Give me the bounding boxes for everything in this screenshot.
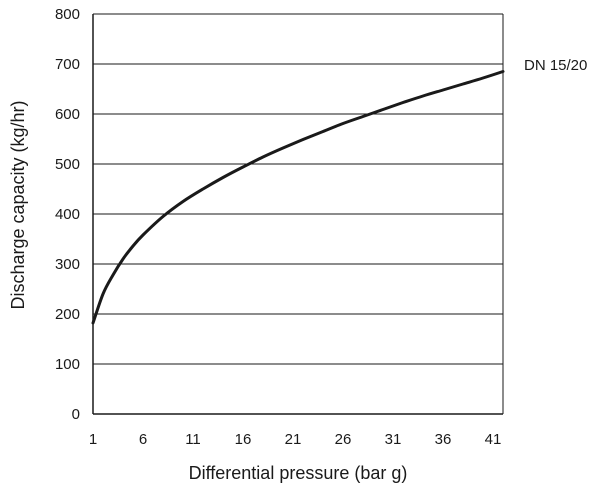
y-tick-label: 300 (55, 256, 80, 273)
series-label-dn-15-20: DN 15/20 (524, 57, 587, 74)
x-axis-title: Differential pressure (bar g) (189, 463, 408, 483)
gridlines (93, 13, 503, 365)
y-tick-label: 800 (55, 6, 80, 23)
x-tick-label: 41 (485, 431, 502, 448)
x-tick-label: 16 (235, 431, 252, 448)
series-line-dn-15-20 (91, 70, 505, 325)
y-tick-label: 400 (55, 206, 80, 223)
x-tick-label: 36 (435, 431, 452, 448)
x-tick-label: 11 (185, 431, 201, 448)
y-tick-label: 700 (55, 56, 80, 73)
y-tick-label: 600 (55, 106, 80, 123)
x-tick-label: 1 (89, 431, 97, 448)
y-axis-title: Discharge capacity (kg/hr) (8, 100, 28, 309)
x-tick-label: 21 (285, 431, 302, 448)
y-tick-label: 100 (55, 356, 80, 373)
x-tick-label: 31 (385, 431, 402, 448)
x-tick-label: 26 (335, 431, 352, 448)
y-tick-label: 500 (55, 156, 80, 173)
x-tick-label: 6 (139, 431, 147, 448)
y-tick-label: 0 (72, 406, 80, 423)
y-tick-label: 200 (55, 306, 80, 323)
